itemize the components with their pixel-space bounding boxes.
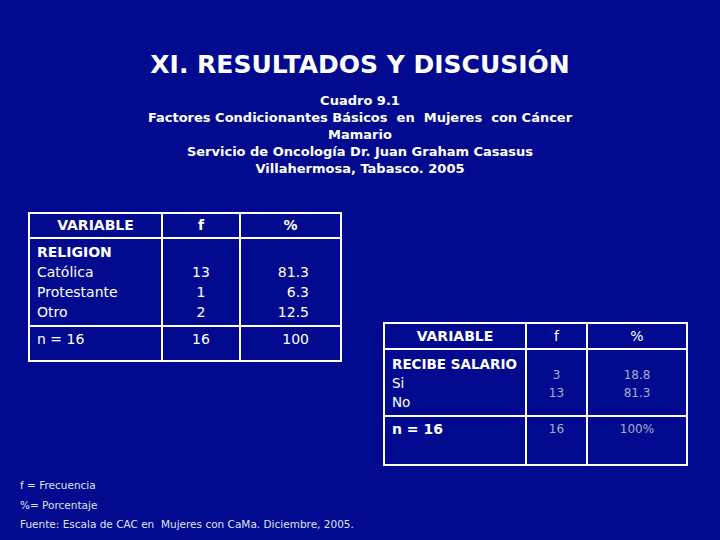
row-label: Otro: [37, 302, 161, 322]
table-recibe-salario: VARIABLE f % RECIBE SALARIO Si No 3 13 1…: [383, 322, 688, 466]
row-f: 13: [163, 262, 239, 282]
total-label: n = 16: [385, 417, 525, 466]
row-f: 2: [163, 302, 239, 322]
footnotes: f = Frecuencia %= Porcentaje Fuente: Esc…: [20, 476, 354, 535]
footnote-porcentaje: %= Porcentaje: [20, 496, 354, 516]
subtitle-line-2: Factores Condicionantes Básicos en Mujer…: [0, 109, 720, 126]
group-label: RECIBE SALARIO: [392, 355, 525, 374]
table-salario-total: n = 16 16 100%: [385, 415, 686, 466]
row-f: 13: [527, 384, 586, 402]
row-pct: 6.3: [241, 282, 309, 302]
row-pct: 81.3: [588, 384, 686, 402]
slide: { "page": { "background": "#020b8f", "te…: [0, 0, 720, 540]
row-label: Si: [392, 374, 525, 393]
subtitle-line-3: Mamario: [0, 126, 720, 143]
row-pct: 81.3: [241, 262, 309, 282]
header-pct: %: [239, 214, 340, 237]
footnote-frecuencia: f = Frecuencia: [20, 476, 354, 496]
row-label: Protestante: [37, 282, 161, 302]
table-salario-header: VARIABLE f %: [385, 324, 686, 350]
slide-title: XI. RESULTADOS Y DISCUSIÓN: [0, 50, 720, 79]
total-f: 16: [161, 327, 239, 362]
table-religion: VARIABLE f % RELIGION Católica Protestan…: [28, 212, 342, 362]
header-f: f: [525, 324, 586, 348]
table-salario-body: RECIBE SALARIO Si No 3 13 18.8 81.3: [385, 350, 686, 415]
row-pct: 18.8: [588, 366, 686, 384]
footnote-fuente: Fuente: Escala de CAC en Mujeres con CaM…: [20, 515, 354, 535]
row-label: No: [392, 393, 525, 412]
header-pct: %: [586, 324, 686, 348]
group-label: RELIGION: [37, 242, 161, 262]
subtitle-line-5: Villahermosa, Tabasco. 2005: [0, 160, 720, 177]
row-pct: 12.5: [241, 302, 309, 322]
table-religion-total: n = 16 16 100: [30, 325, 340, 362]
table-religion-body: RELIGION Católica Protestante Otro 13 1 …: [30, 239, 340, 325]
row-label: Católica: [37, 262, 161, 282]
table-religion-header: VARIABLE f %: [30, 214, 340, 239]
row-f: 1: [163, 282, 239, 302]
slide-subtitle: Cuadro 9.1 Factores Condicionantes Básic…: [0, 92, 720, 177]
total-label: n = 16: [30, 327, 161, 362]
subtitle-line-4: Servicio de Oncología Dr. Juan Graham Ca…: [0, 143, 720, 160]
header-f: f: [161, 214, 239, 237]
total-pct: 100: [239, 327, 340, 362]
total-f: 16: [525, 417, 586, 466]
row-f: 3: [527, 366, 586, 384]
total-pct: 100%: [586, 417, 686, 466]
subtitle-line-1: Cuadro 9.1: [0, 92, 720, 109]
header-variable: VARIABLE: [30, 214, 161, 237]
header-variable: VARIABLE: [385, 324, 525, 348]
